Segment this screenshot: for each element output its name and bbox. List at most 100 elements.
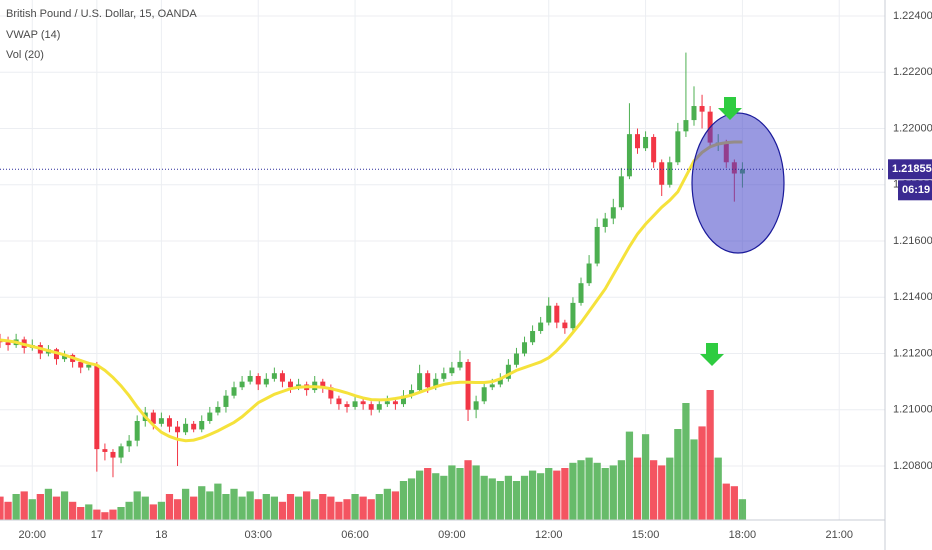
x-tick-label: 18 <box>155 529 167 541</box>
candle-body <box>683 120 689 132</box>
volume-bar <box>625 431 634 520</box>
candle-body <box>489 384 495 388</box>
candle-body <box>699 106 705 112</box>
volume-bar <box>165 494 174 520</box>
candle-body <box>78 361 84 368</box>
volume-bar <box>722 483 730 520</box>
candle-body <box>158 418 164 424</box>
candle-body <box>102 449 108 452</box>
candle-body <box>328 387 334 399</box>
volume-bar <box>190 496 198 520</box>
volume-bar <box>698 426 706 520</box>
candle-body <box>546 305 552 323</box>
volume-bar <box>585 457 593 520</box>
volume-bar <box>601 468 609 520</box>
volume-bar <box>4 501 12 520</box>
candle-body <box>223 395 229 407</box>
volume-bar <box>270 496 278 520</box>
countdown-label: 06:19 <box>902 184 930 196</box>
candle-body <box>126 440 132 447</box>
volume-bar <box>375 494 383 520</box>
candle-body <box>626 134 632 177</box>
candle-body <box>409 390 415 396</box>
volume-bar <box>60 491 69 520</box>
volume-bar <box>238 496 246 520</box>
candle-body <box>344 404 350 407</box>
plot-area <box>0 0 885 520</box>
volume-bar <box>666 457 674 520</box>
candle-body <box>336 398 342 405</box>
volume-bar <box>658 465 666 520</box>
volume-bar <box>650 460 658 520</box>
candle-body <box>86 364 92 368</box>
candle-body <box>288 381 294 388</box>
candle-body <box>110 451 116 458</box>
volume-bar <box>391 491 400 520</box>
candle-body <box>400 395 406 405</box>
x-tick-label: 15:00 <box>632 529 660 541</box>
volume-bar <box>294 496 303 520</box>
y-tick-label: 1.22000 <box>893 122 932 134</box>
volume-bar <box>512 481 521 520</box>
volume-bar <box>496 481 504 520</box>
candle-body <box>425 373 431 388</box>
volume-bar <box>246 491 254 520</box>
volume-bar <box>77 507 85 520</box>
candle-body <box>441 373 447 379</box>
volume-bar <box>593 462 601 520</box>
volume-bar <box>311 499 319 520</box>
volume-bar <box>133 491 141 520</box>
candle-body <box>231 387 237 396</box>
candle-body <box>352 401 358 407</box>
volume-bar <box>262 494 270 520</box>
candle-body <box>94 364 100 450</box>
candle-body <box>384 401 390 405</box>
candle-body <box>247 376 253 382</box>
down-arrow <box>700 343 724 366</box>
candle-body <box>586 263 592 284</box>
volume-bar <box>12 494 20 520</box>
volume-bar <box>93 509 101 520</box>
legend-title: British Pound / U.S. Dollar, 15, OANDA <box>6 8 197 20</box>
candle-body <box>505 364 511 379</box>
volume-bar <box>714 457 722 520</box>
volume-bar <box>504 475 513 520</box>
volume-bar <box>181 488 190 520</box>
volume-bar <box>20 491 28 520</box>
volume-bar <box>528 470 537 520</box>
volume-bar <box>278 501 287 520</box>
volume-bar <box>327 496 335 520</box>
candle-body <box>465 361 471 410</box>
candle-body <box>618 176 624 208</box>
y-tick-label: 1.21400 <box>893 291 932 303</box>
candle-body <box>667 162 673 185</box>
volume-bar <box>117 507 125 520</box>
annotations <box>691 97 785 366</box>
volume-bar <box>303 491 311 520</box>
candle-body <box>481 387 487 402</box>
candle-body <box>360 401 366 405</box>
candle-body <box>207 412 213 422</box>
volume-bar <box>537 473 545 520</box>
volume-bar <box>0 496 4 520</box>
volume-bar <box>432 473 440 520</box>
legend-indicator: VWAP (14) <box>6 29 60 41</box>
volume-bar <box>641 434 650 520</box>
candle-body <box>538 322 544 332</box>
volume-bar <box>173 499 182 520</box>
candle-body <box>271 373 277 379</box>
candle-body <box>191 423 197 430</box>
candle-body <box>239 381 245 388</box>
candle-body <box>473 401 479 410</box>
volume-bar <box>448 465 456 520</box>
candle-body <box>134 421 140 441</box>
candle-body <box>449 367 455 374</box>
volume-bar <box>367 499 375 520</box>
volume-bar <box>85 504 93 520</box>
volume-bar <box>569 462 577 520</box>
volume-bar <box>472 465 480 520</box>
volume-bar <box>561 468 569 520</box>
volume-bar <box>198 486 206 520</box>
candle-body <box>183 423 189 433</box>
y-tick-label: 1.20800 <box>893 460 932 472</box>
